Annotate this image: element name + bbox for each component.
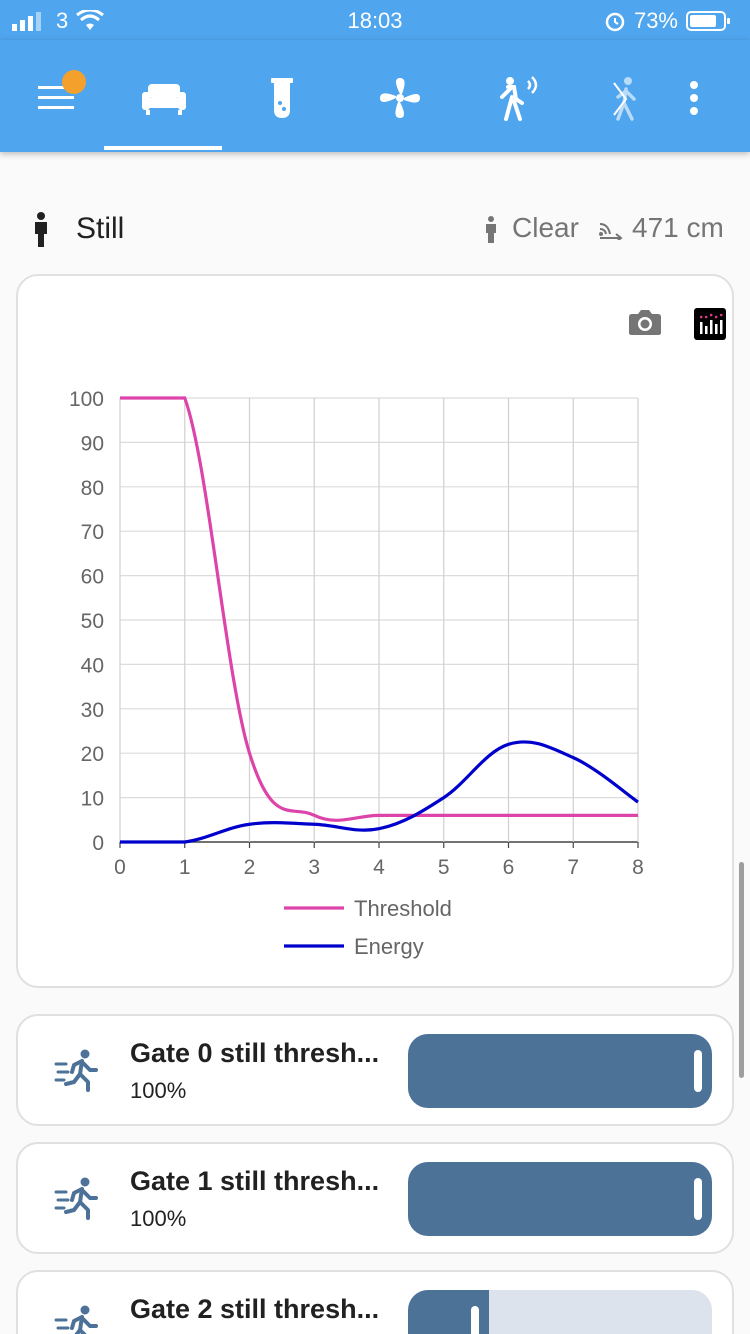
slider-knob[interactable] — [694, 1050, 702, 1092]
series-line-energy — [119, 740, 639, 844]
plotly-logo-icon[interactable] — [694, 308, 726, 340]
gate-name: Gate 0 still thresh... — [130, 1038, 380, 1068]
detection-distance: 471 cm — [632, 212, 724, 243]
tab-motion[interactable] — [478, 58, 558, 138]
signal-distance-icon — [599, 223, 623, 240]
x-tick-label: 6 — [503, 856, 515, 879]
tab-living-room[interactable] — [124, 58, 204, 138]
y-tick-label: 70 — [81, 521, 104, 544]
y-tick-label: 50 — [81, 610, 104, 633]
x-tick-label: 5 — [438, 856, 450, 879]
sofa-icon — [142, 84, 186, 115]
signal-icon — [12, 12, 41, 31]
legend-label: Energy — [354, 934, 424, 959]
series-line-threshold — [120, 396, 638, 822]
gate-card: Gate 0 still thresh... 100% — [16, 1014, 734, 1126]
y-tick-label: 10 — [81, 788, 104, 811]
battery-percent: 73% — [633, 8, 678, 33]
gate-name: Gate 2 still thresh... — [130, 1294, 380, 1324]
status-time: 18:03 — [347, 8, 403, 33]
active-tab-indicator — [104, 146, 222, 150]
run-fast-icon — [54, 1177, 98, 1220]
page-scrollbar[interactable] — [739, 862, 744, 1078]
x-tick-label: 2 — [244, 856, 256, 879]
occupancy-status: Clear — [512, 212, 579, 243]
gate-value: 100% — [130, 1078, 187, 1103]
tab-lab[interactable] — [242, 58, 322, 138]
more-vertical-icon — [690, 81, 698, 115]
gate-card: Gate 2 still thresh... — [16, 1270, 734, 1334]
run-fast-icon — [54, 1305, 98, 1334]
carrier-label: 3 — [56, 8, 69, 33]
fan-icon — [380, 78, 420, 118]
status-right: 73% — [604, 8, 732, 34]
y-tick-label: 60 — [81, 566, 104, 589]
run-fast-icon — [54, 1049, 98, 1092]
y-tick-label: 90 — [81, 432, 104, 455]
walk-icon — [613, 77, 636, 121]
y-tick-label: 80 — [81, 477, 104, 500]
person-standing-icon — [35, 212, 47, 247]
y-tick-label: 40 — [81, 654, 104, 677]
more-options-button[interactable] — [654, 58, 734, 138]
x-tick-label: 7 — [567, 856, 579, 879]
x-tick-label: 4 — [373, 856, 385, 879]
sensor-header: Still Clear 471 cm — [0, 200, 750, 260]
gate-value: 100% — [130, 1206, 187, 1231]
slider-fill — [408, 1162, 712, 1236]
alarm-icon — [605, 12, 625, 32]
menu-icon — [38, 86, 74, 109]
gate-1-threshold-slider[interactable] — [408, 1162, 712, 1236]
gate-0-threshold-slider[interactable] — [408, 1034, 712, 1108]
y-tick-label: 100 — [69, 388, 104, 411]
x-tick-label: 0 — [114, 856, 126, 879]
slider-knob[interactable] — [694, 1178, 702, 1220]
slider-fill — [408, 1034, 712, 1108]
y-tick-label: 30 — [81, 699, 104, 722]
legend-label: Threshold — [354, 896, 452, 921]
threshold-energy-chart: 0 10 20 30 40 50 60 70 80 90 100 0 1 2 3 4 5 6 7 8 Threshold… — [69, 388, 644, 959]
gate-name: Gate 1 still thresh... — [130, 1166, 380, 1196]
person-icon — [486, 216, 496, 243]
tab-fan[interactable] — [360, 58, 440, 138]
slider-knob[interactable] — [471, 1306, 479, 1334]
status-left: 3 — [12, 8, 105, 34]
battery-icon — [686, 11, 730, 31]
test-tube-icon — [271, 78, 293, 118]
y-tick-label: 0 — [92, 832, 104, 855]
tab-walk[interactable] — [586, 58, 666, 138]
menu-button[interactable] — [16, 58, 96, 138]
notification-badge — [62, 70, 86, 94]
gate-card: Gate 1 still thresh... 100% — [16, 1142, 734, 1254]
gate-energy-chart-card: 0 10 20 30 40 50 60 70 80 90 100 0 1 2 3 4 5 6 7 8 Threshold… — [16, 274, 734, 988]
wifi-icon — [76, 10, 105, 30]
presence-state: Still — [76, 212, 125, 245]
status-bar: 3 18:03 73% — [0, 0, 750, 40]
x-tick-label: 1 — [179, 856, 191, 879]
plotly-bars-icon — [699, 313, 723, 334]
camera-icon[interactable] — [628, 308, 662, 336]
top-toolbar — [0, 40, 750, 152]
y-tick-label: 20 — [81, 743, 104, 766]
gate-2-threshold-slider[interactable] — [408, 1290, 712, 1334]
x-tick-label: 3 — [308, 856, 320, 879]
x-tick-label: 8 — [632, 856, 644, 879]
motion-sensor-icon — [500, 76, 538, 121]
